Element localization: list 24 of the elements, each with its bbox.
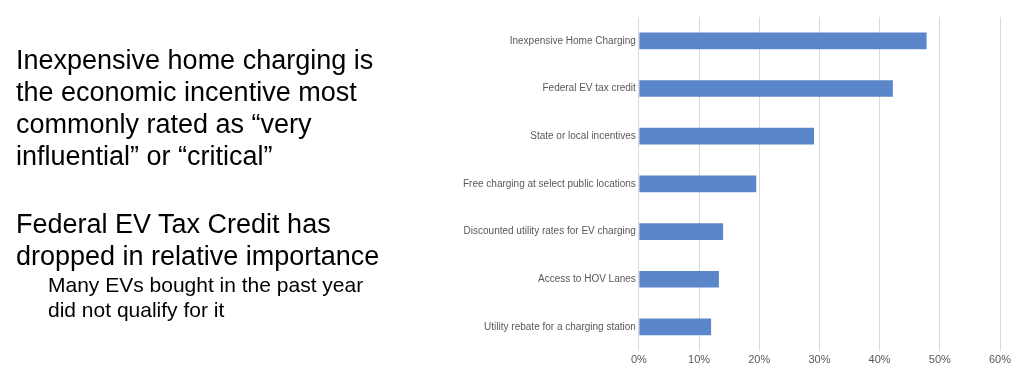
text: Many EVs bought in the past year did not qualify for it xyxy=(48,272,365,322)
y-tick-label: Free charging at select public locations xyxy=(463,177,636,189)
x-tick-label: 10% xyxy=(688,353,711,366)
y-tick-label: Inexpensive Home Charging xyxy=(509,34,636,46)
bar xyxy=(639,223,724,240)
x-tick-label: 30% xyxy=(808,353,831,366)
bar xyxy=(639,270,719,288)
x-tick-label: 50% xyxy=(928,353,952,366)
y-tick-label: State or local incentives xyxy=(530,129,636,141)
y-tick-label: Access to HOV Lanes xyxy=(538,273,636,285)
x-tick-label: 40% xyxy=(868,353,891,366)
bar xyxy=(639,175,757,193)
bar xyxy=(639,80,893,97)
text: Inexpensive home charging is the economic incentive most commonly rated as “very influential” or “critical” xyxy=(16,44,375,172)
x-tick-label: 0% xyxy=(630,353,648,366)
bar xyxy=(639,127,815,145)
y-tick-label: Federal EV tax credit xyxy=(542,82,637,94)
x-tick-label: 20% xyxy=(748,353,771,366)
x-tick-label: 60% xyxy=(988,353,1012,366)
bar xyxy=(639,318,712,336)
y-tick-label: Utility rebate for a charging station xyxy=(484,320,636,332)
bar xyxy=(639,32,927,50)
y-tick-label: Discounted utility rates for EV charging xyxy=(463,225,636,237)
text: Federal EV Tax Credit has dropped in relative importance xyxy=(16,208,381,272)
